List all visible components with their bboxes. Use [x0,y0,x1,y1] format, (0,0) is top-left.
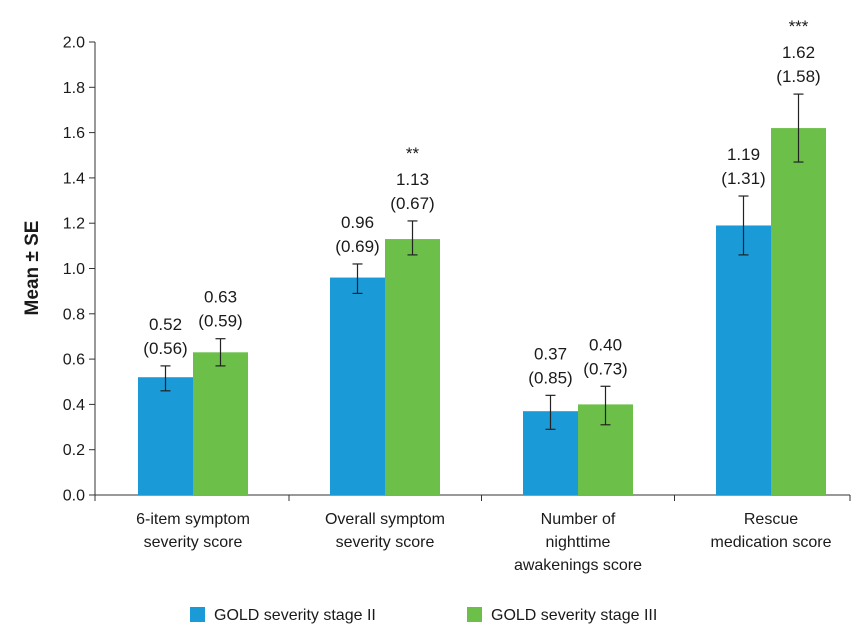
x-tick-label: medication score [711,534,832,551]
bar [330,277,385,495]
y-tick-label: 1.2 [63,216,85,233]
data-label: 0.96 [341,213,374,232]
data-label: (0.67) [390,194,434,213]
bar [138,377,193,495]
data-label: 1.62 [782,43,815,62]
y-tick-label: 1.6 [63,125,85,142]
data-label: (0.69) [335,237,379,256]
legend-swatch [467,607,482,622]
y-tick-label: 0.8 [63,306,85,323]
y-tick-label: 0.4 [63,397,85,414]
data-label: 0.40 [589,335,622,354]
y-tick-label: 2.0 [63,35,85,52]
data-label: 0.63 [204,288,237,307]
y-tick-label: 0.0 [63,488,85,505]
x-tick-label: Rescue [744,511,798,528]
legend-label: GOLD severity stage II [214,607,376,624]
bar [716,225,771,495]
data-label: 1.19 [727,145,760,164]
x-tick-label: Number of [541,511,616,528]
y-tick-label: 1.8 [63,80,85,97]
x-tick-label: 6-item symptom [136,511,250,528]
data-label: (1.31) [721,169,765,188]
x-tick-label: nighttime [546,534,611,551]
significance-marker: *** [789,17,809,36]
y-tick-label: 1.4 [63,170,85,187]
data-label: (0.73) [583,359,627,378]
data-label: (0.85) [528,368,572,387]
y-tick-label: 0.2 [63,442,85,459]
data-label: 0.37 [534,344,567,363]
bar [385,239,440,495]
bar [193,352,248,495]
y-tick-label: 1.0 [63,261,85,278]
data-label: (0.56) [143,339,187,358]
legend-swatch [190,607,205,622]
x-tick-label: severity score [144,534,243,551]
x-tick-label: severity score [336,534,435,551]
data-label: 0.52 [149,315,182,334]
y-axis-label: Mean ± SE [22,221,43,316]
legend-label: GOLD severity stage III [491,607,657,624]
x-tick-label: Overall symptom [325,511,445,528]
x-tick-label: awakenings score [514,557,642,574]
bar [771,128,826,495]
data-label: 1.13 [396,170,429,189]
y-tick-label: 0.6 [63,352,85,369]
significance-marker: ** [406,144,420,163]
data-label: (1.58) [776,67,820,86]
data-label: (0.59) [198,312,242,331]
